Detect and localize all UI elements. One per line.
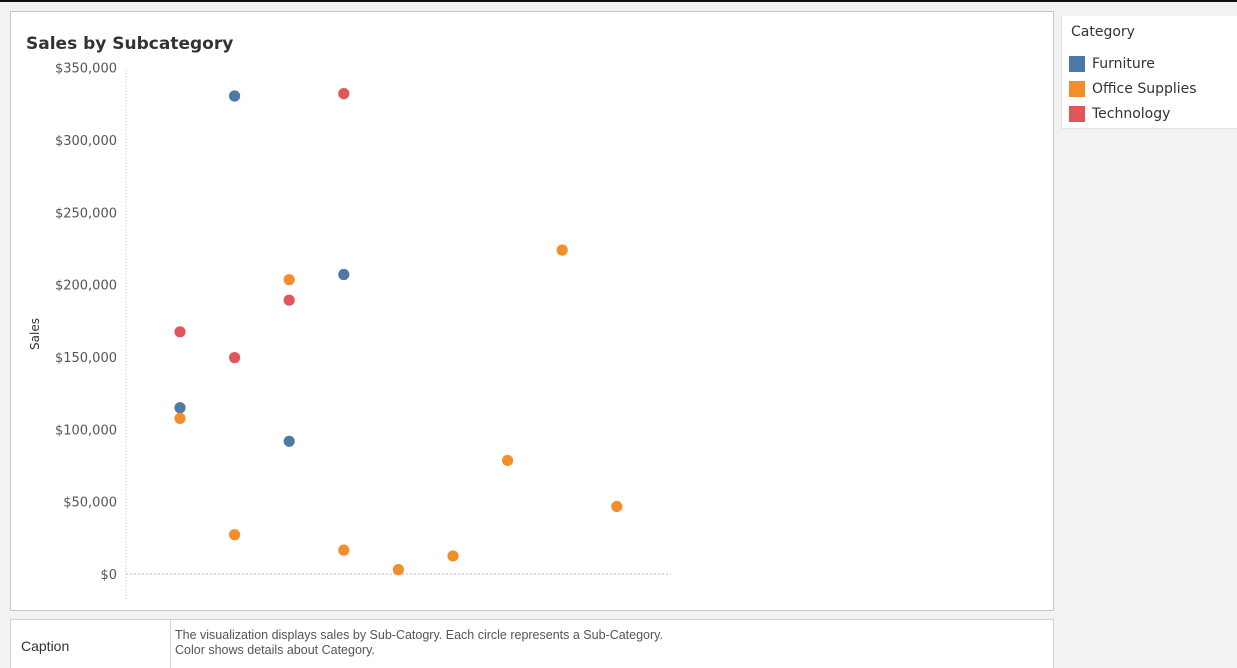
data-point-office-supplies[interactable]	[283, 274, 295, 286]
data-point-office-supplies[interactable]	[392, 564, 404, 576]
data-point-office-supplies[interactable]	[447, 550, 459, 562]
y-tick-label: $0	[100, 568, 117, 583]
legend-label-office-supplies: Office Supplies	[1092, 81, 1197, 97]
data-point-office-supplies[interactable]	[556, 244, 568, 256]
top-border	[0, 0, 1237, 2]
data-point-furniture[interactable]	[338, 268, 350, 281]
data-point-furniture[interactable]	[229, 90, 241, 102]
y-tick-label: $200,000	[55, 279, 117, 294]
data-point-office-supplies[interactable]	[174, 412, 186, 425]
legend-title: Category	[1071, 24, 1135, 40]
legend-label-technology: Technology	[1092, 106, 1171, 122]
data-point-furniture[interactable]	[174, 402, 186, 414]
legend-swatch-technology	[1069, 106, 1085, 122]
data-point-technology[interactable]	[174, 326, 186, 338]
caption-label: Caption	[21, 638, 70, 654]
y-tick-label: $250,000	[55, 206, 117, 221]
y-tick-label: $100,000	[55, 423, 117, 438]
data-point-technology[interactable]	[338, 88, 350, 100]
legend-label-furniture: Furniture	[1092, 56, 1155, 72]
data-point-technology[interactable]	[283, 294, 295, 306]
data-point-furniture[interactable]	[283, 435, 295, 447]
color-legend: Category Furniture Office Supplies Techn…	[1061, 16, 1237, 129]
y-tick-label: $300,000	[55, 134, 117, 149]
chart-title: Sales by Subcategory	[26, 34, 233, 54]
legend-swatch-furniture	[1069, 56, 1085, 72]
data-point-office-supplies[interactable]	[611, 500, 623, 513]
legend-item-technology[interactable]: Technology	[1069, 105, 1170, 123]
legend-item-office-supplies[interactable]: Office Supplies	[1069, 80, 1197, 98]
data-point-office-supplies[interactable]	[502, 454, 514, 467]
data-point-office-supplies[interactable]	[229, 529, 241, 541]
data-point-technology[interactable]	[229, 352, 241, 364]
y-tick-label: $150,000	[55, 351, 117, 366]
y-tick-label: $350,000	[55, 62, 117, 77]
caption-line-2: Color shows details about Category.	[175, 643, 375, 657]
legend-item-furniture[interactable]: Furniture	[1069, 55, 1155, 73]
y-tick-label: $50,000	[63, 496, 117, 511]
data-point-office-supplies[interactable]	[338, 544, 350, 556]
chart-panel: Sales by Subcategory Sales $0 $50,000 $100,0…	[10, 11, 1054, 611]
legend-swatch-office-supplies	[1069, 81, 1085, 97]
caption-text: The visualization displays sales by Sub-…	[175, 628, 663, 658]
y-axis-label: Sales	[28, 318, 42, 350]
caption-panel: Caption The visualization displays sales…	[10, 619, 1054, 668]
caption-line-1: The visualization displays sales by Sub-…	[175, 628, 663, 642]
scatter-chart[interactable]: Sales by Subcategory Sales $0 $50,000 $100,0…	[11, 12, 1055, 612]
caption-divider	[170, 620, 171, 668]
